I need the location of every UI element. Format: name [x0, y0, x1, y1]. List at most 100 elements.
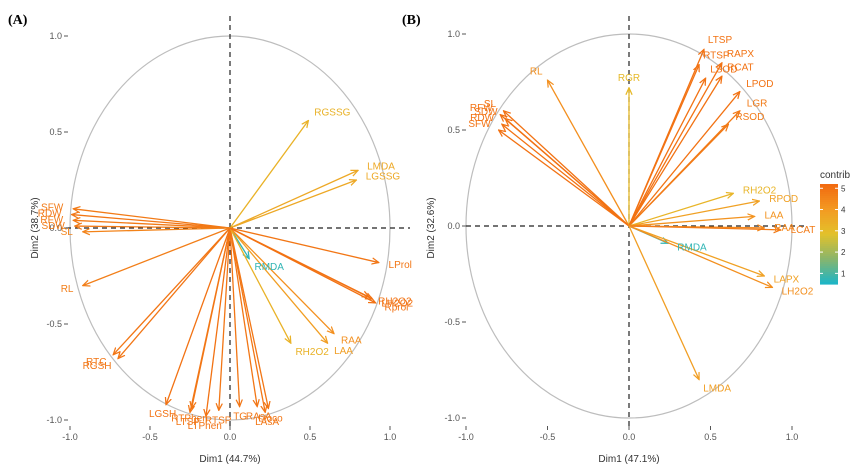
variable-arrow-rh2o2 [229, 227, 291, 343]
variable-arrow-sdw [505, 118, 630, 227]
variable-label-lgsh: LGSH [149, 409, 176, 420]
legend-color-step [820, 282, 838, 285]
variable-arrow-rpod [628, 201, 759, 227]
variable-arrow-lgssg [229, 180, 356, 229]
variable-label-rtsp: RTSP [205, 415, 232, 426]
legend-color-step [820, 230, 838, 233]
variable-label-sdw: SDW [474, 107, 498, 118]
legend-tick-label: 4 [841, 206, 846, 215]
variable-arrow-sdw [75, 226, 231, 228]
legend-color-step [820, 236, 838, 239]
variable-arrow-sfw [499, 130, 630, 227]
variable-label-sl: SL [484, 99, 497, 110]
variable-arrow-laa [628, 216, 755, 227]
variable-label-lsod: LSOD [710, 64, 737, 75]
variable-arrow-rtc [113, 227, 231, 355]
variable-arrow-ltoco [229, 227, 268, 408]
y-tick-label: 0.5 [49, 127, 62, 137]
variable-arrow-rdw [72, 215, 231, 229]
variable-label-rprol: Rprol [384, 302, 408, 313]
panel-b-y-axis-title: Dim2 (32.6%) [426, 197, 437, 258]
variable-label-lapx: LAPX [774, 274, 800, 285]
variable-label-ltoco: Ltoco [258, 413, 283, 424]
variable-label-sfw: SFW [468, 119, 491, 130]
legend-color-step [820, 226, 838, 229]
x-tick-label: -1.0 [458, 432, 474, 442]
variable-arrow-lmda [229, 170, 358, 229]
variable-arrow-sl [83, 227, 231, 232]
legend-ticks: 5 4 3 2 1 [820, 184, 846, 278]
panel-a-x-axis-title: Dim1 (44.7%) [199, 454, 260, 465]
legend-color-step [820, 208, 838, 211]
variable-label-lpod: LPOD [746, 79, 773, 90]
variable-label-tg: TG [233, 412, 247, 423]
y-tick-label: -0.5 [444, 317, 460, 327]
variable-label-rgssg: RGSSG [314, 107, 350, 118]
variable-arrow-rcat [628, 76, 722, 227]
panel-b-label: (B) [402, 13, 421, 28]
legend-color-step [820, 220, 838, 223]
legend-color-step [820, 240, 838, 243]
variable-arrow-rl [548, 80, 630, 227]
variable-arrow-lh2o2 [628, 225, 772, 287]
legend-color-step [820, 256, 838, 259]
variable-label-lcat: LCAT [791, 225, 816, 236]
variable-label-lmda: LMDA [367, 161, 395, 172]
legend-tick-label: 5 [841, 184, 846, 193]
variable-label-rtc: RTC [86, 357, 106, 368]
legend-tick-label: 3 [841, 227, 846, 236]
y-tick-label: -1.0 [46, 415, 62, 425]
variable-label-rdw: RDW [470, 113, 494, 124]
legend-color-step [820, 238, 838, 241]
y-tick-label: 0.5 [447, 125, 460, 135]
variable-label-rfw: RFW [470, 103, 493, 114]
y-tick-label: 0.0 [447, 221, 460, 231]
legend-color-step [820, 190, 838, 193]
variable-label-sl: SL [61, 227, 74, 238]
legend-color-step [820, 232, 838, 235]
legend-color-step [820, 234, 838, 237]
legend-color-step [820, 272, 838, 275]
variable-label-rsod: RSOD [735, 112, 764, 123]
contrib-legend: contrib 5 4 3 2 1 [820, 170, 850, 285]
legend-color-step [820, 204, 838, 207]
variable-label-rgr: RGR [618, 73, 640, 84]
variable-label-sdw: SDW [41, 221, 65, 232]
legend-color-step [820, 228, 838, 231]
legend-color-step [820, 264, 838, 267]
panel-a-y-axis-title: Dim2 (38.7%) [30, 197, 41, 258]
variable-label-rh2o2: RH2O2 [378, 297, 412, 308]
variable-arrow-lgsh [166, 227, 231, 405]
variable-arrow-rl [83, 227, 231, 286]
variable-label-lasa: LAsA [255, 417, 279, 428]
legend-color-step [820, 206, 838, 209]
legend-color-step [820, 258, 838, 261]
variable-arrow-lmda [628, 225, 699, 380]
variable-arrow-ltphen [206, 227, 231, 416]
variable-arrow-rtsp [219, 227, 231, 410]
legend-color-bar [820, 184, 838, 285]
x-tick-label: 1.0 [786, 432, 799, 442]
variable-label-rtsp: RTSP [703, 51, 730, 62]
legend-color-step [820, 280, 838, 283]
variable-label-rl: RL [61, 284, 74, 295]
legend-color-step [820, 202, 838, 205]
variable-label-rasa: RAsA [246, 411, 272, 422]
legend-color-step [820, 210, 838, 213]
legend-color-step [820, 278, 838, 281]
legend-color-step [820, 184, 838, 187]
panel-a: (A) -1.0-1.0 -0.5 -0.5 0.0 0.0 0.5 0.5 1.0 1.0 S… [8, 13, 413, 465]
x-tick-label: -1.0 [62, 432, 78, 442]
legend-color-step [820, 216, 838, 219]
variable-label-rl: RL [530, 66, 543, 77]
legend-tick-label: 2 [841, 248, 846, 257]
legend-color-step [820, 270, 838, 273]
legend-color-step [820, 218, 838, 221]
variable-label-ltphen: LTPhen [188, 421, 222, 432]
variable-arrow-lpod [628, 92, 740, 227]
variable-label-rpod: RPOD [769, 194, 798, 205]
variable-arrow-laa [229, 227, 328, 343]
